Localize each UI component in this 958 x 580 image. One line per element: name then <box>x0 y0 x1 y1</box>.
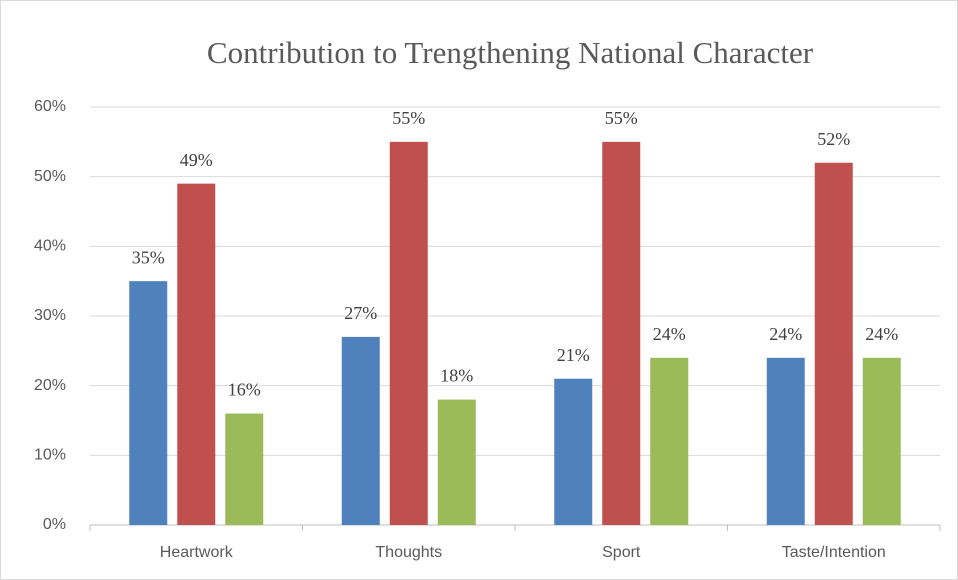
bar <box>341 336 380 525</box>
bar <box>766 357 805 525</box>
value-label: 55% <box>392 108 425 128</box>
y-tick-label: 0% <box>43 516 66 533</box>
y-tick-label: 30% <box>34 307 66 324</box>
value-label: 49% <box>180 150 213 170</box>
x-tick-label: Thoughts <box>375 544 442 561</box>
chart-title: Contribution to Trengthening National Ch… <box>207 35 814 70</box>
y-tick-label: 50% <box>34 168 66 185</box>
bar <box>389 141 428 526</box>
value-label: 24% <box>865 324 898 344</box>
x-tick-label: Heartwork <box>160 544 234 561</box>
x-tick-label: Taste/Intention <box>782 544 886 561</box>
bar <box>177 183 216 525</box>
y-tick-label: 60% <box>34 98 66 115</box>
bar <box>225 413 264 525</box>
value-label: 21% <box>557 345 590 365</box>
value-label: 18% <box>440 366 473 386</box>
y-tick-label: 20% <box>34 377 66 394</box>
y-tick-label: 40% <box>34 238 66 255</box>
x-tick-label: Sport <box>602 544 641 561</box>
value-label: 55% <box>605 108 638 128</box>
y-tick-label: 10% <box>34 447 66 464</box>
bar <box>554 378 593 525</box>
bar <box>862 357 901 525</box>
bar <box>129 281 168 525</box>
value-label: 24% <box>769 324 802 344</box>
bar <box>814 162 853 525</box>
value-label: 24% <box>653 324 686 344</box>
bar <box>602 141 641 526</box>
value-label: 35% <box>132 247 165 267</box>
value-label: 27% <box>344 303 377 323</box>
bar <box>437 399 476 525</box>
bar <box>650 357 689 525</box>
value-label: 52% <box>817 129 850 149</box>
value-label: 16% <box>228 380 261 400</box>
